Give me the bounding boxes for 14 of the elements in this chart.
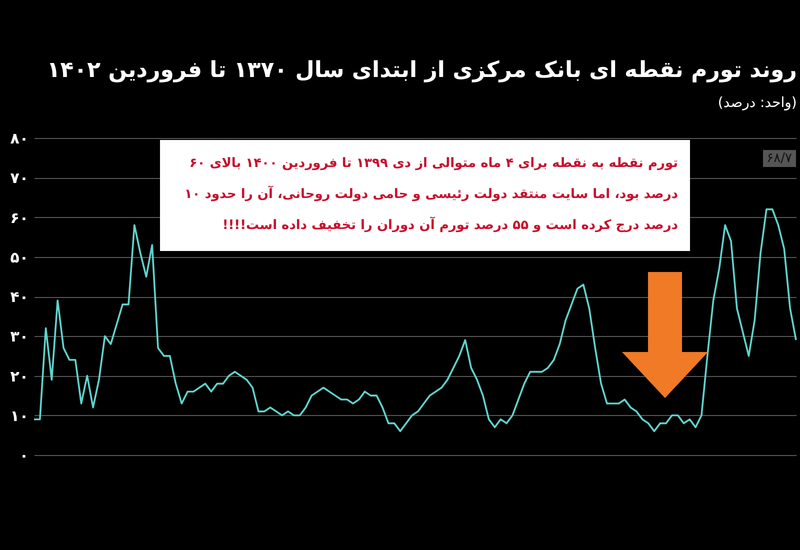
line-series: [33, 208, 797, 432]
callout-box: تورم نقطه به نقطه برای ۴ ماه متوالی از دی ۱۳۹۹ تا فروردین ۱۴۰۰ بالای ۶۰ درصد بود، اما سایت منتقد دولت رئیسی و حامی دولت روحانی، آن را حدود ۱۰ درصد درج کرده است و ۵۵ درصد تورم آن دوران را تخفیف داده است!!!!: [160, 140, 690, 251]
y-tick-label: ۲۰: [10, 367, 28, 386]
y-tick-label: ۷۰: [10, 169, 28, 188]
y-tick-label: ۳۰: [10, 328, 28, 346]
y-tick-label: ۱۰: [10, 406, 28, 425]
annotation: ۶۸/۷: [762, 150, 796, 167]
y-tick-label: ۰: [19, 446, 28, 464]
chart-subtitle: (واحد: درصد): [718, 95, 797, 111]
y-tick-label: ۵۰: [10, 248, 28, 266]
y-tick-label: ۶۰: [10, 208, 28, 227]
y-tick-label: ۸۰: [10, 130, 28, 148]
y-tick-label: ۴۰: [10, 288, 28, 306]
chart-title: روند تورم نقطه ای بانک مرکزی از ابتدای سال ۱۳۷۰ تا فروردین ۱۴۰۲: [46, 58, 797, 83]
